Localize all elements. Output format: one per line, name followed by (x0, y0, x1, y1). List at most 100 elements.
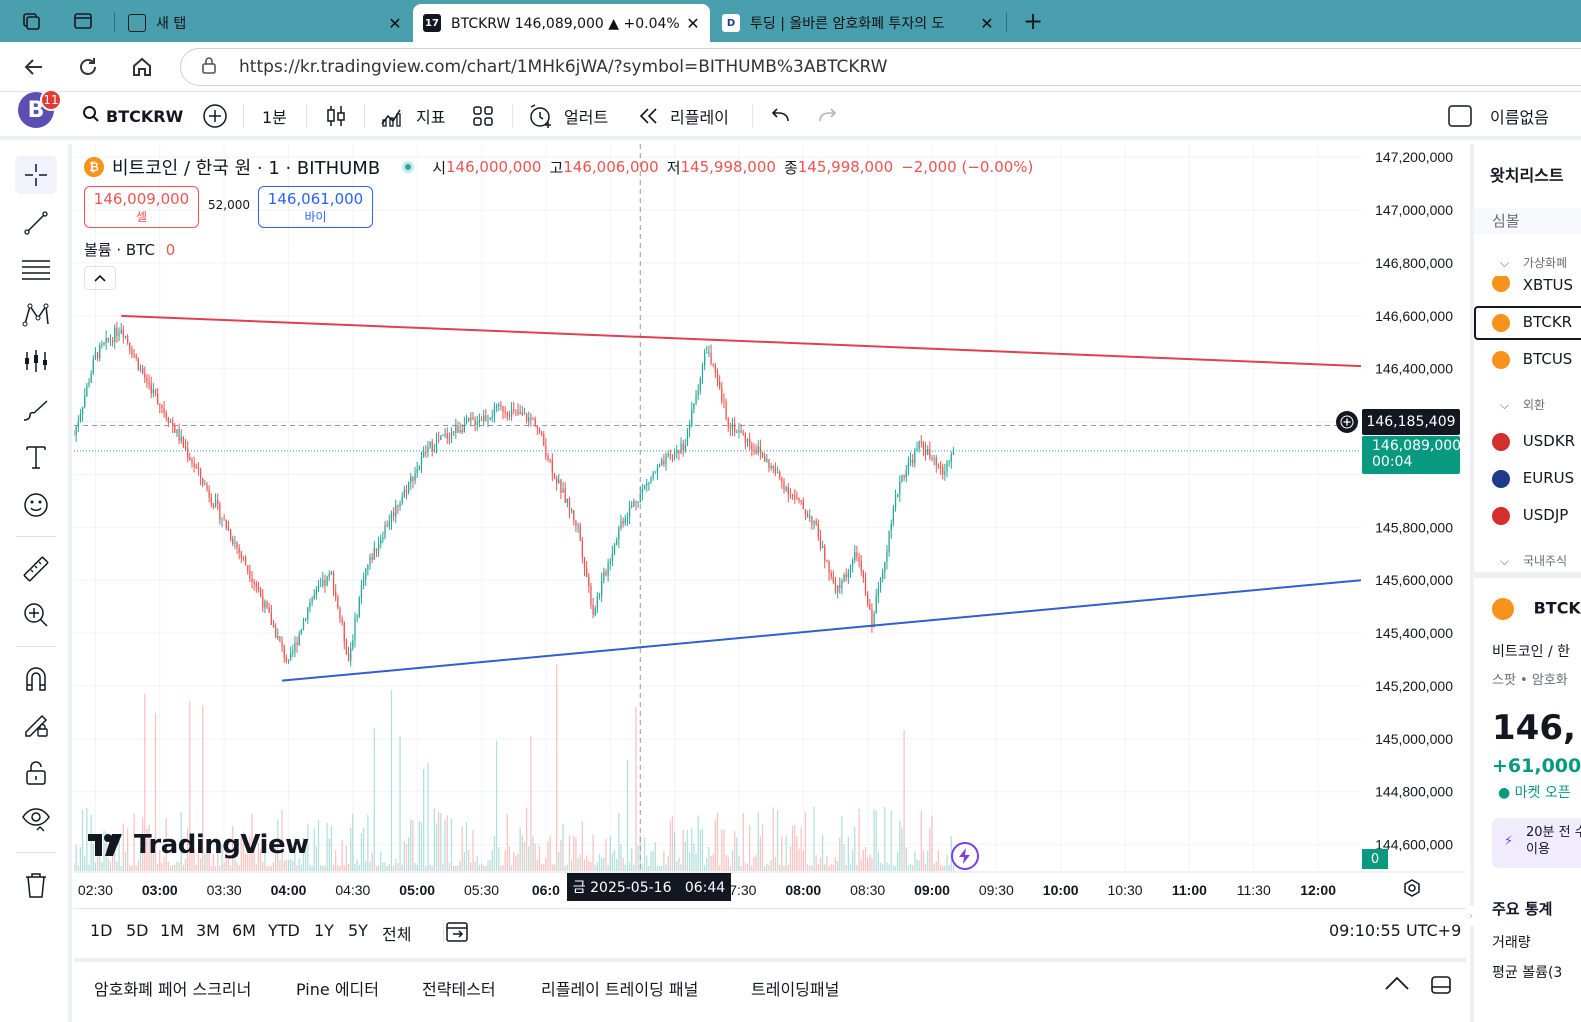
crosshair-icon[interactable] (15, 156, 57, 194)
panel-tab-2[interactable]: 전략테스터 (422, 980, 496, 999)
workspaces-icon[interactable] (18, 8, 44, 34)
sell-button[interactable]: 146,009,000 셀 (84, 186, 199, 228)
candle-body (81, 406, 84, 415)
panel-tab-0[interactable]: 암호화폐 페어 스크리너 (94, 980, 252, 999)
lightning-icon[interactable] (951, 842, 979, 870)
unlock-icon[interactable] (15, 754, 57, 792)
goto-date-icon[interactable] (444, 919, 470, 949)
emoji-icon[interactable] (15, 486, 57, 524)
close-icon[interactable]: ✕ (388, 13, 402, 33)
timezone-clock[interactable]: 09:10:55 UTC+9 (1329, 921, 1462, 940)
section-forex[interactable]: ⌵ 외환 (1500, 396, 1545, 413)
home-icon[interactable] (128, 53, 156, 81)
section-kr-stocks[interactable]: ⌵ 국내주식 (1500, 552, 1567, 569)
panel-tab-1[interactable]: Pine 에디터 (296, 980, 379, 999)
range-button-6[interactable]: 1Y (314, 921, 334, 940)
tab-tooding[interactable]: D 투딩 | 올바른 암호화폐 투자의 도 ✕ (712, 4, 1004, 42)
candle-body (948, 461, 950, 463)
tab-actions-icon[interactable] (70, 8, 96, 34)
fib-retracement-icon[interactable] (15, 250, 57, 288)
refresh-icon[interactable] (74, 53, 102, 81)
symbol-search-button[interactable]: BTCKRW (82, 102, 183, 130)
buy-button[interactable]: 146,061,000 바이 (258, 186, 373, 228)
volume-bar (802, 850, 804, 871)
watchlist-title[interactable]: 왓치리스트 (1490, 166, 1564, 185)
volume-bar (856, 864, 858, 871)
legend-title[interactable]: 비트코인 / 한국 원 · 1 · BITHUMB (112, 158, 381, 179)
watchlist-item-selected[interactable] (1474, 306, 1581, 340)
trend-line-icon[interactable] (15, 204, 57, 242)
lock-icon[interactable] (201, 56, 221, 78)
prediction-icon[interactable] (15, 342, 57, 380)
volume-legend[interactable]: 볼륨 · BTC 0 (84, 239, 175, 260)
layout-checkbox[interactable] (1447, 102, 1473, 130)
chart-canvas[interactable]: 147,200,000 147,000,000 146,800,000 146,600… (74, 144, 1466, 908)
zoom-in-icon[interactable] (15, 596, 57, 634)
watchlist-item[interactable]: USDKR (1492, 432, 1575, 451)
redo-button[interactable] (816, 102, 838, 130)
ruler-icon[interactable] (15, 550, 57, 588)
watchlist-item[interactable]: USDJP (1492, 506, 1568, 525)
section-crypto[interactable]: ⌵ 가상화폐 (1500, 254, 1567, 271)
back-arrow-icon[interactable] (20, 53, 48, 81)
alert-button[interactable]: 얼러트 (528, 102, 608, 130)
range-button-7[interactable]: 5Y (348, 921, 368, 940)
chart-pane[interactable]: 147,200,000 147,000,000 146,800,000 146,600… (74, 144, 1466, 908)
chart-settings-icon[interactable] (1402, 878, 1422, 902)
chevron-up-icon[interactable] (1384, 974, 1410, 996)
layout-name[interactable]: 이름없음 (1490, 108, 1549, 127)
lock-drawing-icon[interactable] (15, 706, 57, 744)
range-button-3[interactable]: 3M (196, 921, 220, 940)
candle-body (652, 472, 654, 478)
watchlist-item[interactable]: BTCUS (1492, 350, 1572, 369)
watchlist-item[interactable]: EURUS (1492, 469, 1574, 488)
range-button-5[interactable]: YTD (268, 921, 300, 940)
volume-bar (708, 846, 710, 871)
close-icon[interactable]: ✕ (686, 13, 700, 33)
range-button-1[interactable]: 5D (126, 921, 149, 940)
collapse-right-panel-icon[interactable]: › (1466, 906, 1476, 926)
compare-symbol-button[interactable] (202, 102, 228, 130)
chart-type-button[interactable] (324, 102, 348, 130)
close-icon[interactable]: ✕ (980, 13, 994, 33)
layouts-button[interactable] (472, 102, 494, 130)
watchlist-item[interactable]: BTCKR (1492, 313, 1572, 332)
add-alert-plus-icon[interactable] (1336, 411, 1358, 433)
replay-button[interactable]: 리플레이 (638, 102, 729, 130)
url-text[interactable]: https://kr.tradingview.com/chart/1MHk6jW… (239, 57, 888, 77)
text-icon[interactable] (15, 438, 57, 476)
panel-tab-3[interactable]: 리플레이 트레이딩 패널 (541, 980, 699, 999)
candle-body (199, 468, 202, 479)
symbol-column-header[interactable]: 심볼 (1492, 212, 1520, 230)
trash-icon[interactable] (15, 866, 57, 904)
range-button-2[interactable]: 1M (160, 921, 184, 940)
undo-button[interactable] (770, 102, 792, 130)
pattern-icon[interactable] (15, 296, 57, 334)
magnet-icon[interactable] (15, 660, 57, 698)
new-tab-plus-icon[interactable]: + (1022, 7, 1044, 35)
eye-icon[interactable] (15, 800, 57, 838)
candle-body (927, 449, 929, 455)
volume-bar (281, 809, 283, 871)
tab-btckrw[interactable]: 17 BTCKRW 146,089,000 ▲ +0.04% 이 ✕ (413, 4, 710, 42)
legend-open-value: 146,000,000 (446, 158, 542, 176)
url-field[interactable]: https://kr.tradingview.com/chart/1MHk6jW… (180, 48, 1581, 86)
interval-button[interactable]: 1분 (262, 108, 287, 127)
range-button-8[interactable]: 전체 (382, 925, 412, 944)
tab-new-tab[interactable]: 새 탭 ✕ (118, 4, 412, 42)
range-button-0[interactable]: 1D (90, 921, 113, 940)
watchlist-item[interactable]: XBTUS (1492, 276, 1573, 292)
range-button-4[interactable]: 6M (232, 921, 256, 940)
maximize-panel-icon[interactable] (1430, 974, 1452, 1000)
detail-symbol[interactable]: BTCK (1492, 598, 1581, 620)
indicators-button[interactable]: 지표 (380, 102, 445, 130)
user-avatar[interactable]: B 11 (18, 89, 62, 128)
delay-notice[interactable]: ⚡ 20분 전 수...이용 (1492, 818, 1581, 868)
panel-tab-4[interactable]: 트레이딩패널 (751, 980, 840, 999)
volume-bar (560, 839, 562, 871)
collapse-legend-button[interactable] (84, 266, 116, 290)
brush-icon[interactable] (15, 392, 57, 430)
candle-body (856, 552, 858, 558)
candle-body (236, 542, 238, 548)
toolbar-separator (16, 646, 56, 647)
